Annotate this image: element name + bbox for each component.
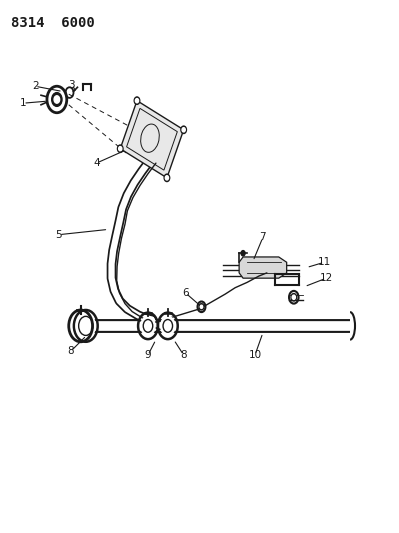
Text: 10: 10 bbox=[249, 350, 261, 360]
Circle shape bbox=[182, 128, 185, 132]
Text: 7: 7 bbox=[260, 232, 266, 243]
Polygon shape bbox=[239, 257, 286, 278]
Text: 12: 12 bbox=[320, 273, 333, 283]
Text: 11: 11 bbox=[318, 257, 331, 267]
Circle shape bbox=[164, 174, 170, 182]
Circle shape bbox=[141, 317, 155, 335]
Circle shape bbox=[135, 99, 138, 103]
Circle shape bbox=[181, 126, 186, 133]
Text: 1: 1 bbox=[20, 98, 26, 108]
Circle shape bbox=[117, 145, 123, 152]
Text: 9: 9 bbox=[145, 350, 151, 360]
Text: 8314  6000: 8314 6000 bbox=[11, 16, 95, 30]
Text: 3: 3 bbox=[69, 79, 75, 90]
Text: 5: 5 bbox=[55, 230, 62, 240]
Text: 8: 8 bbox=[180, 350, 187, 360]
Polygon shape bbox=[120, 101, 184, 178]
Circle shape bbox=[52, 93, 62, 107]
Circle shape bbox=[134, 97, 140, 104]
Text: 2: 2 bbox=[32, 81, 38, 91]
Circle shape bbox=[241, 251, 245, 256]
Circle shape bbox=[161, 317, 175, 335]
Circle shape bbox=[291, 294, 296, 301]
Circle shape bbox=[119, 147, 122, 151]
Circle shape bbox=[54, 96, 59, 103]
Text: 4: 4 bbox=[93, 158, 100, 168]
Circle shape bbox=[76, 313, 95, 338]
Circle shape bbox=[200, 305, 203, 309]
Circle shape bbox=[165, 176, 168, 180]
Circle shape bbox=[199, 304, 204, 310]
Text: 8: 8 bbox=[67, 346, 74, 357]
Text: 6: 6 bbox=[182, 288, 189, 298]
Circle shape bbox=[292, 295, 295, 300]
